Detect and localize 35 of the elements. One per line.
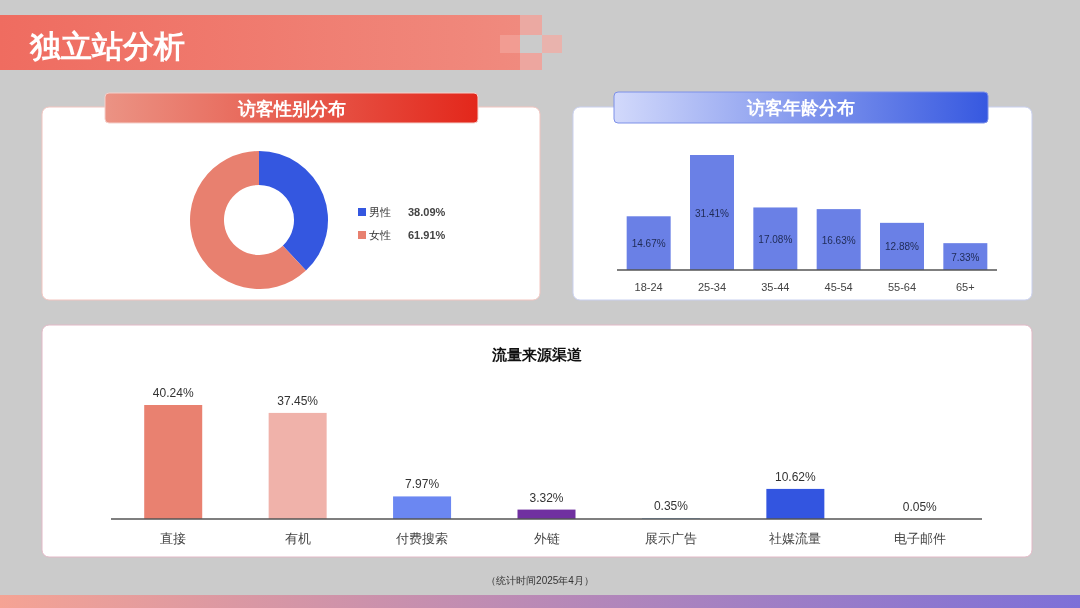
legend-label: 女性 [369,229,391,241]
chart-title: 流量来源渠道 [491,346,583,363]
data-label: 31.41% [695,207,730,219]
x-tick-label: 社媒流量 [769,531,822,546]
chart-title: 访客性别分布 [236,98,346,119]
data-label: 16.63% [821,234,856,246]
x-tick-label: 65+ [956,281,975,293]
data-label: 38.09% [408,206,446,218]
x-tick-label: 35-44 [761,281,790,293]
x-tick-label: 付费搜索 [395,531,449,546]
chart-title: 访客年龄分布 [746,98,855,118]
data-label: 0.05% [902,499,938,514]
data-label: 3.32% [529,490,564,505]
x-tick-label: 展示广告 [644,531,697,546]
x-tick-label: 直接 [160,531,187,546]
data-label: 0.35% [653,499,689,514]
data-label: 14.67% [631,238,666,250]
x-tick-label: 55-64 [887,281,917,293]
x-tick-label: 18-24 [634,281,663,293]
text: （统计时间2025年4月） [486,575,594,586]
data-label: 40.24% [152,386,194,400]
data-label: 37.45% [277,393,319,408]
x-tick-label: 25-34 [697,281,727,293]
x-tick-label: 外链 [533,531,560,546]
data-label: 7.33% [951,251,980,263]
x-tick-label: 45-54 [824,281,853,293]
x-tick-label: 电子邮件 [893,531,946,546]
data-label: 61.91% [408,229,446,241]
data-label: 17.08% [758,233,793,245]
data-label: 10.62% [775,469,817,484]
data-label: 12.88% [885,241,920,253]
data-label: 7.97% [405,477,440,492]
x-tick-label: 有机 [284,531,311,546]
text: 独立站分析 [29,29,185,64]
legend-label: 男性 [369,206,391,218]
